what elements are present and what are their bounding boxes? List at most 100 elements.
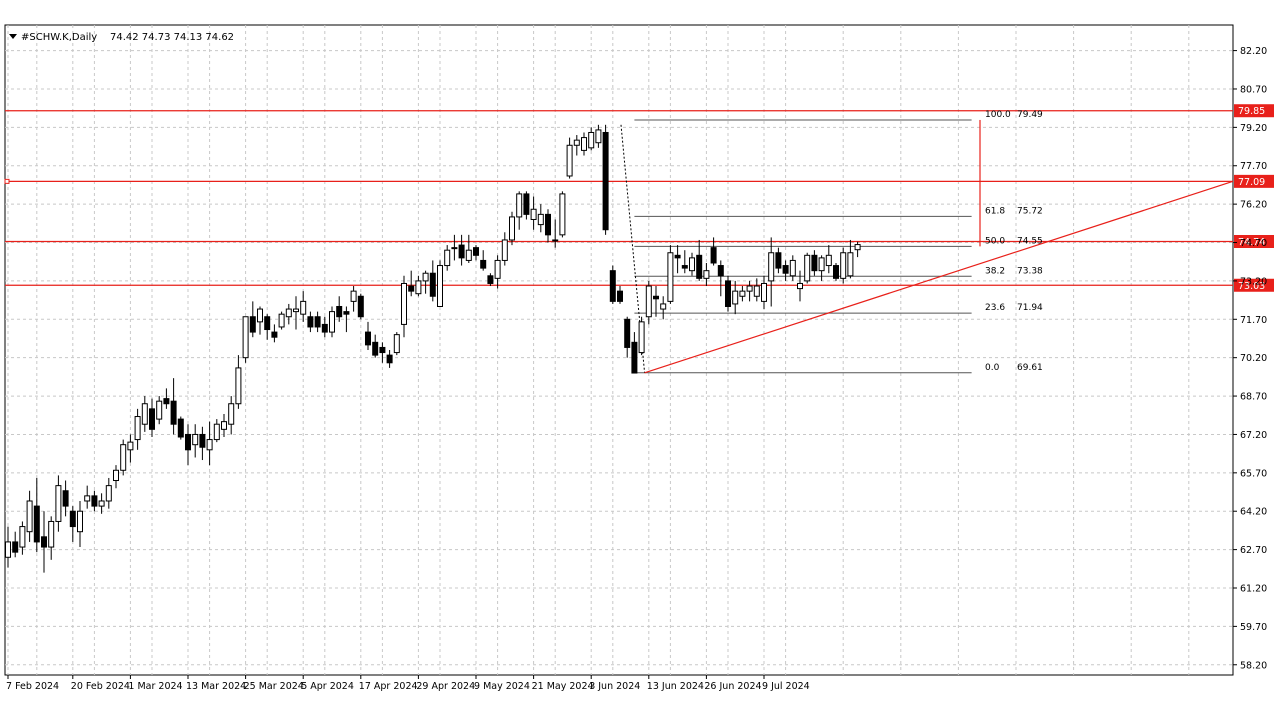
ohlc-values: 74.42 74.73 74.13 74.62 — [110, 32, 234, 43]
candle — [545, 209, 551, 243]
candle — [782, 260, 789, 281]
candle — [840, 247, 847, 284]
candle — [257, 306, 263, 335]
candle-body — [689, 257, 695, 272]
fib-level-value: 73.38 — [1017, 266, 1043, 276]
candle — [717, 260, 724, 297]
candle — [41, 511, 47, 573]
candle — [350, 286, 357, 312]
candle — [573, 135, 580, 156]
y-tick-label: 61.20 — [1240, 583, 1267, 594]
candle — [581, 132, 587, 156]
candle-body — [127, 441, 134, 451]
y-tick-label: 58.20 — [1240, 660, 1267, 671]
y-tick-label: 70.20 — [1240, 353, 1267, 364]
candle — [638, 316, 645, 356]
y-tick-label: 68.70 — [1240, 392, 1267, 403]
candle-body — [559, 193, 566, 236]
candle — [429, 260, 436, 302]
candle — [609, 265, 616, 304]
x-tick-label: 21 May 2024 — [532, 681, 594, 692]
candle — [408, 270, 415, 297]
candle-body — [429, 272, 436, 297]
candle-body — [717, 265, 724, 277]
candle-body — [113, 469, 119, 482]
y-tick-label: 59.70 — [1240, 622, 1267, 633]
candle — [19, 521, 26, 555]
candle — [163, 388, 170, 409]
candle-body — [487, 275, 494, 284]
candle-body — [631, 341, 638, 374]
fibonacci-retracement: 100.0 79.49 61.8 75.72 50.0 74.55 38.2 73.38 23.… — [620, 110, 1043, 374]
candle — [228, 396, 235, 435]
candle — [120, 439, 127, 476]
candle — [401, 275, 407, 338]
candle — [386, 350, 393, 368]
candle — [336, 296, 343, 322]
x-tick-label: 5 Apr 2024 — [301, 681, 354, 692]
candle-body — [674, 254, 681, 259]
candle — [458, 234, 465, 266]
candle — [149, 398, 155, 438]
candle — [105, 477, 112, 509]
candle — [393, 332, 400, 356]
candle — [235, 355, 242, 409]
candle-body — [768, 252, 775, 282]
candle — [264, 314, 271, 340]
candle-body — [41, 536, 47, 548]
candle-body — [660, 303, 667, 310]
candle — [667, 245, 674, 304]
candle-body — [545, 213, 551, 236]
candle-body — [336, 305, 343, 318]
candle-body — [372, 341, 379, 356]
candle-body — [307, 316, 314, 328]
candle — [559, 191, 566, 238]
y-tick-label: 74.70 — [1240, 238, 1267, 249]
candle-body — [177, 418, 184, 438]
dropdown-triangle-icon[interactable] — [9, 34, 17, 39]
candle-body — [804, 254, 811, 282]
candle — [141, 396, 148, 432]
candle-body — [451, 247, 458, 250]
candle — [134, 408, 141, 450]
candle-body — [746, 285, 753, 292]
candle-body — [321, 323, 328, 333]
candle — [530, 196, 537, 230]
candle — [703, 262, 710, 287]
candle-body — [19, 526, 26, 548]
candle — [5, 526, 11, 568]
candle-body — [732, 290, 739, 305]
candle-body — [465, 249, 472, 261]
candle — [696, 239, 703, 281]
candle — [689, 252, 695, 276]
candle-body — [516, 193, 523, 218]
candle-body — [156, 400, 163, 420]
candle-body — [581, 137, 587, 151]
candle-body — [818, 257, 825, 272]
candle — [746, 280, 753, 302]
candle-body — [789, 259, 796, 277]
candle-body — [300, 300, 307, 315]
candle-body — [710, 247, 717, 264]
candle — [602, 124, 609, 235]
candle-body — [120, 444, 127, 471]
candle-body — [62, 490, 69, 507]
candle-body — [77, 510, 83, 533]
candle — [329, 306, 335, 338]
candle — [480, 250, 487, 271]
price-level-tag — [1234, 234, 1274, 248]
candle — [753, 278, 760, 302]
candle-body — [314, 316, 321, 328]
candle-body — [365, 331, 371, 346]
candle — [674, 245, 681, 274]
y-tick-label: 80.70 — [1240, 84, 1267, 95]
candle-body — [26, 500, 33, 533]
candle-body — [141, 403, 148, 425]
candle — [739, 286, 746, 302]
fib-level-ratio: 0.0 — [985, 363, 1000, 373]
y-tick-label: 71.70 — [1240, 315, 1267, 326]
y-tick-label: 82.20 — [1240, 46, 1267, 57]
candle-body — [350, 290, 357, 302]
